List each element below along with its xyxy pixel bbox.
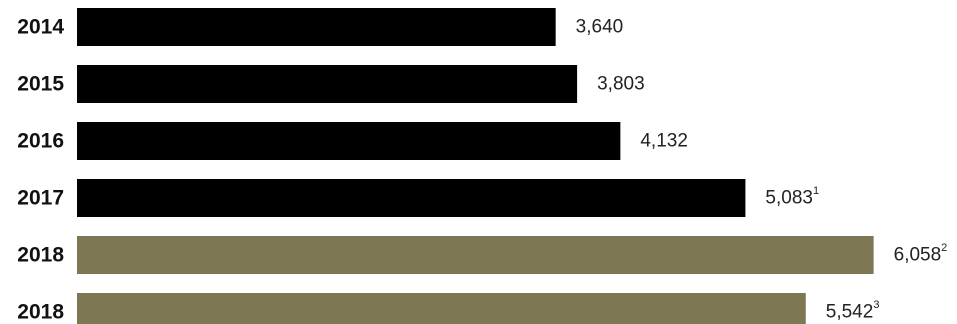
value-label: 3,803 [597,74,645,95]
category-label: 2016 [17,130,64,153]
bar [77,293,806,324]
value-label: 4,132 [640,131,688,152]
category-label: 2017 [17,187,64,210]
footnote-mark: 1 [813,185,819,197]
bar [77,122,621,160]
category-label: 2014 [17,16,64,39]
category-label: 2018 [17,301,64,324]
value-label: 5,5423 [826,299,880,323]
category-label: 2015 [17,73,64,96]
value-label: 6,0582 [894,242,948,266]
bar [77,8,556,46]
bar [77,65,578,103]
value-label: 3,640 [576,17,624,38]
footnote-mark: 3 [873,299,879,311]
bar [77,179,746,217]
footnote-mark: 2 [941,242,947,254]
value-label: 5,0831 [765,185,819,209]
bar [77,236,874,274]
category-label: 2018 [17,244,64,267]
